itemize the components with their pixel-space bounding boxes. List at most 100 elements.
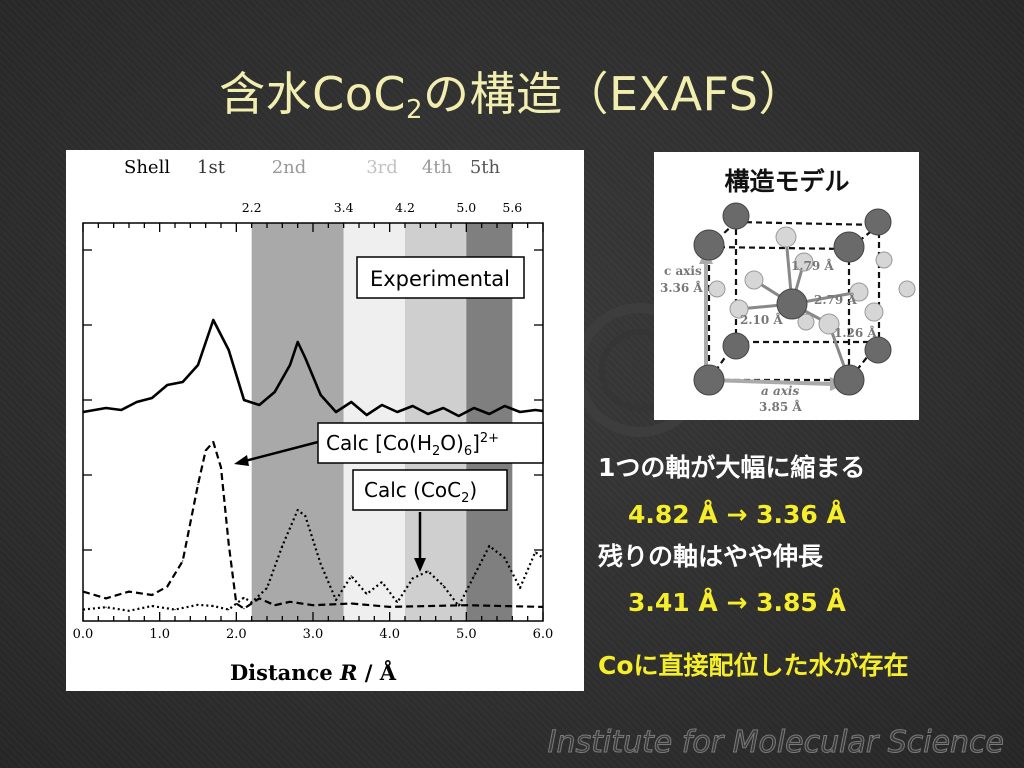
note-shrink-values: 4.82 Å → 3.36 Å (628, 500, 846, 529)
series-point-solid (274, 391, 276, 393)
series-point-solid (151, 397, 153, 399)
shell-label-5th: 5th (470, 157, 501, 178)
shell-header-label: Shell (124, 157, 170, 178)
series-point-dotted (519, 587, 521, 589)
structure-model-panel: 構造モデル (654, 152, 919, 420)
series-point-solid (335, 411, 337, 413)
legend-calc-hexaaqua: Calc [Co(H2O)6]2+ (317, 422, 544, 464)
legend-experimental: Experimental (356, 256, 525, 299)
series-point-dashed (212, 441, 214, 443)
exafs-chart: 0.0 1.0 2.0 3.0 4.0 5.0 6.0 2.2 3.4 4.2 5.0 5.6 Sh… (73, 157, 554, 685)
legend-calc-coc2-label: Calc (CoC2) (364, 478, 477, 506)
series-point-dotted (297, 509, 299, 511)
series-point-dashed (542, 606, 544, 608)
note-extend-values: 3.41 Å → 3.85 Å (628, 588, 846, 617)
series-point-dotted (366, 593, 368, 595)
series-point-solid (136, 401, 138, 403)
series-point-solid (228, 349, 230, 351)
series-point-solid (542, 410, 544, 412)
series-point-solid (396, 411, 398, 413)
series-point-dashed (182, 560, 184, 562)
series-point-dotted (197, 604, 199, 606)
series-point-dashed (128, 591, 130, 593)
series-point-dashed (389, 606, 391, 608)
title-main: 含水CoC (219, 67, 406, 121)
series-point-solid (105, 407, 107, 409)
series-point-dotted (458, 605, 460, 607)
arrow-to-dotted-head (414, 558, 426, 572)
title-tail: の構造（EXAFS） (423, 67, 805, 121)
series-point-dotted (281, 545, 283, 547)
series-point-solid (488, 413, 490, 415)
series-point-solid (82, 411, 84, 413)
oxygen-atoms (708, 226, 916, 335)
shell-boundary-label: 5.6 (502, 200, 522, 215)
series-point-solid (442, 407, 444, 409)
model-title: 構造モデル (724, 167, 849, 196)
slide-title: 含水CoC2の構造（EXAFS） (0, 58, 1024, 125)
series-point-dashed (289, 601, 291, 603)
series-point-dotted (504, 557, 506, 559)
series-point-dotted (151, 605, 153, 607)
arrow-to-dashed (240, 440, 319, 464)
series-point-solid (381, 404, 383, 406)
series-point-dotted (320, 563, 322, 565)
series-point-dashed (243, 608, 245, 610)
series-point-solid (120, 409, 122, 411)
series-point-solid (458, 415, 460, 417)
series-point-dashed (312, 604, 314, 606)
series-point-dotted (105, 606, 107, 608)
shell-boundary-label: 4.2 (395, 200, 415, 215)
legend-calc-hexaaqua-label: Calc [Co(H2O)6]2+ (326, 431, 499, 459)
title-subscript: 2 (405, 95, 424, 125)
x-tick-label: 4.0 (379, 627, 400, 642)
series-point-dotted (266, 587, 268, 589)
series-point-dashed (205, 449, 207, 452)
series-lines (82, 318, 544, 612)
series-point-solid (243, 399, 245, 401)
series-point-dashed (228, 543, 230, 545)
series-point-dashed (235, 602, 237, 605)
series-point-dotted (174, 609, 176, 611)
x-tick-label: 0.0 (73, 627, 94, 642)
x-tick-label: 2.0 (226, 627, 247, 642)
shell-boundary-label: 2.2 (242, 200, 262, 215)
series-point-dashed (274, 604, 276, 606)
series-point-solid (320, 394, 322, 396)
series-point-dotted (304, 515, 306, 517)
series-point-dashed (258, 597, 260, 599)
series-point-solid (504, 405, 506, 407)
series-point-solid (182, 381, 184, 383)
distance-2-79: 2.79 Å (814, 292, 857, 307)
series-point-dotted (427, 570, 429, 572)
series-point-solid (473, 407, 475, 409)
note-coordinated-water: Coに直接配位した水が存在 (598, 651, 909, 680)
series-line-solid (82, 318, 544, 418)
series-point-solid (427, 413, 429, 415)
series-line-dotted (82, 508, 544, 612)
series-point-solid (258, 404, 260, 406)
series-point-dotted (473, 575, 475, 577)
series-point-dotted (82, 609, 84, 611)
x-tick-label: 5.0 (456, 627, 477, 642)
shell-region-2 (251, 223, 344, 621)
x-tick-label: 3.0 (303, 627, 324, 642)
series-point-solid (197, 364, 199, 366)
series-point-dashed (105, 597, 107, 599)
series-point-dotted (350, 575, 352, 577)
series-point-solid (304, 357, 306, 359)
series-point-solid (289, 364, 291, 366)
shell-labels: 1st 2nd 3rd 4th 5th (197, 157, 501, 178)
series-point-dashed (197, 483, 199, 486)
series-point-dotted (381, 581, 383, 583)
series-point-dotted (442, 585, 444, 587)
series-point-dotted (228, 609, 230, 611)
structure-model: 構造モデル (660, 167, 916, 414)
shell-label-2nd: 2nd (272, 157, 307, 178)
arrow-to-dashed-head (234, 455, 249, 466)
x-axis-label: Distance R / Å (230, 660, 397, 685)
series-point-dashed (350, 602, 352, 605)
series-point-dashed (151, 594, 153, 596)
distance-1-79: 1.79 Å (791, 258, 834, 273)
a-axis-arrow (709, 378, 833, 386)
